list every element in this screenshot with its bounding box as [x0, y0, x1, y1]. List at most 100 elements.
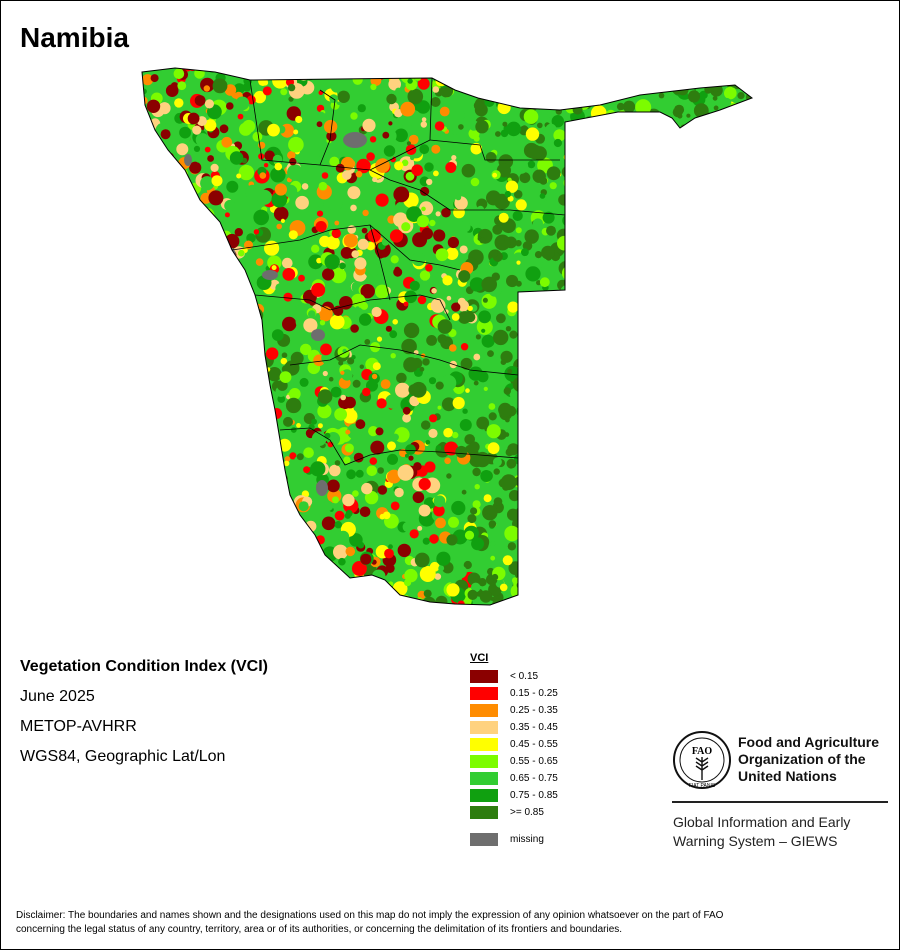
vci-patch	[486, 424, 501, 439]
vci-patch	[164, 366, 170, 372]
vci-patch	[502, 121, 508, 127]
vci-patch	[553, 129, 566, 142]
vci-patch	[142, 469, 148, 482]
vci-patch	[708, 148, 722, 162]
vci-patch	[252, 373, 268, 388]
vci-patch	[682, 307, 691, 316]
vci-patch	[283, 292, 293, 302]
vci-patch	[300, 343, 312, 356]
vci-patch	[498, 402, 513, 417]
vci-patch	[492, 224, 503, 235]
vci-patch	[671, 242, 678, 249]
vci-patch	[515, 507, 527, 518]
vci-patch	[155, 513, 171, 528]
vci-patch	[581, 463, 588, 471]
vci-patch	[193, 145, 201, 152]
vci-patch	[276, 223, 283, 230]
vci-patch	[757, 201, 762, 206]
vci-patch	[689, 249, 700, 260]
legend-row: 0.25 - 0.35	[470, 702, 558, 719]
vci-patch	[524, 532, 540, 548]
vci-patch	[298, 274, 305, 282]
vci-patch	[211, 329, 216, 334]
vci-patch	[495, 131, 501, 137]
vci-patch	[174, 308, 190, 323]
vci-patch	[611, 389, 621, 400]
vci-patch	[717, 546, 732, 561]
vci-patch	[531, 384, 538, 392]
vci-patch	[186, 480, 195, 489]
vci-patch	[735, 325, 742, 332]
vci-patch	[521, 125, 528, 132]
vci-patch	[438, 565, 445, 572]
vci-patch	[748, 254, 752, 259]
logo-divider	[672, 801, 888, 803]
vci-patch	[744, 155, 752, 168]
vci-patch	[186, 520, 195, 528]
vci-patch	[171, 463, 187, 479]
vci-patch	[654, 287, 661, 293]
vci-patch	[423, 589, 432, 598]
vci-patch	[665, 243, 681, 259]
vci-patch	[458, 124, 464, 130]
vci-patch	[668, 146, 683, 161]
vci-patch	[420, 186, 430, 196]
vci-patch	[631, 566, 644, 580]
vci-patch	[577, 260, 587, 270]
vci-patch	[542, 318, 555, 331]
vci-patch	[583, 400, 591, 408]
vci-patch	[539, 291, 554, 306]
vci-patch	[643, 289, 658, 304]
vci-patch	[254, 365, 269, 379]
vci-patch	[531, 397, 542, 408]
vci-patch	[191, 416, 196, 421]
legend-classes: < 0.15 0.15 - 0.25 0.25 - 0.35 0.35 - 0.45 0…	[470, 668, 558, 821]
vci-patch	[674, 429, 685, 440]
vci-patch	[419, 201, 434, 216]
vci-patch	[619, 222, 625, 228]
vci-patch	[462, 408, 468, 414]
vci-patch	[661, 256, 666, 261]
vci-patch	[640, 417, 654, 430]
vci-patch	[246, 233, 256, 243]
vci-patch	[222, 282, 235, 295]
vci-patch	[738, 182, 746, 190]
vci-patch	[359, 313, 372, 326]
vci-patch	[437, 319, 453, 334]
vci-patch	[176, 391, 181, 397]
vci-patch	[324, 254, 340, 270]
vci-patch	[422, 537, 430, 545]
vci-patch	[554, 338, 564, 348]
vci-patch	[255, 464, 264, 473]
vci-patch	[181, 485, 188, 492]
vci-patch	[715, 307, 731, 323]
vci-patch	[600, 548, 616, 564]
vci-patch	[589, 339, 602, 352]
vci-patch	[699, 432, 711, 444]
vci-patch	[345, 509, 353, 517]
vci-patch	[218, 462, 224, 468]
vci-patch	[322, 268, 335, 281]
vci-patch	[279, 371, 292, 383]
vci-patch	[682, 189, 692, 198]
vci-patch	[205, 68, 220, 73]
vci-patch	[528, 341, 539, 352]
vci-patch	[564, 68, 580, 81]
vci-patch	[289, 452, 297, 460]
vci-patch	[321, 172, 329, 179]
vci-patch	[685, 365, 695, 374]
vci-patch	[202, 263, 211, 272]
vci-patch	[681, 543, 696, 558]
vci-patch	[236, 173, 242, 179]
vci-patch	[635, 492, 650, 507]
vci-patch	[637, 156, 653, 172]
vci-patch	[594, 142, 610, 157]
vci-patch	[645, 335, 651, 340]
vci-patch	[327, 479, 340, 493]
vci-patch	[473, 69, 481, 77]
vci-patch	[347, 225, 357, 234]
vci-patch	[238, 572, 252, 586]
vci-patch	[308, 423, 315, 431]
vci-patch	[284, 184, 298, 198]
vci-patch	[737, 297, 747, 306]
